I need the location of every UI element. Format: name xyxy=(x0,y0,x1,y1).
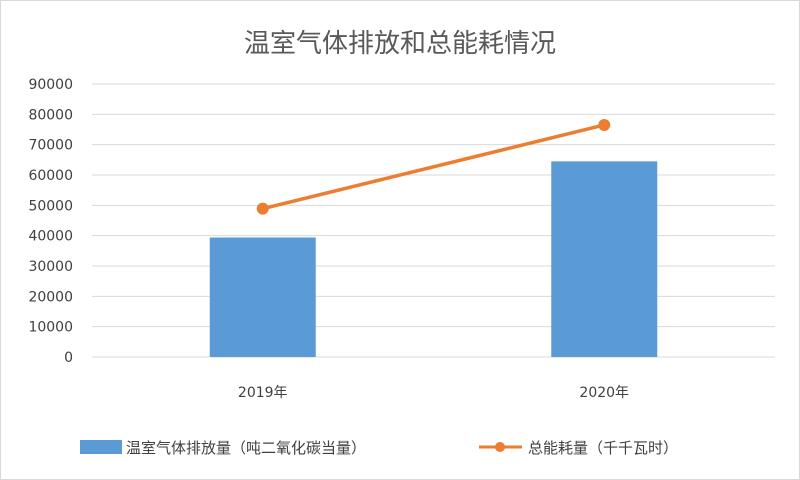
legend-label-bar: 温室气体排放量（吨二氧化碳当量） xyxy=(126,439,366,457)
y-tick-label: 90000 xyxy=(28,77,73,93)
y-tick-label: 60000 xyxy=(28,168,73,184)
x-tick-label: 2019年 xyxy=(238,385,288,401)
x-tick-label: 2020年 xyxy=(579,385,629,401)
bar xyxy=(209,237,316,357)
y-tick-label: 80000 xyxy=(28,107,73,123)
line-point xyxy=(598,118,611,131)
y-tick-label: 0 xyxy=(64,350,73,366)
line-series xyxy=(262,123,605,211)
bar xyxy=(551,161,658,357)
legend-marker xyxy=(495,442,505,452)
legend-swatch-bar xyxy=(80,440,122,454)
y-tick-label: 70000 xyxy=(28,138,73,154)
legend-label-line: 总能耗量（千千瓦时） xyxy=(528,439,678,457)
y-tick-label: 40000 xyxy=(28,229,73,245)
line-point xyxy=(256,202,269,215)
y-tick-label: 20000 xyxy=(28,289,73,305)
y-tick-label: 50000 xyxy=(28,198,73,214)
y-tick-label: 30000 xyxy=(28,259,73,275)
y-tick-label: 10000 xyxy=(28,320,73,336)
chart-title: 温室气体排放和总能耗情况 xyxy=(244,29,556,59)
legend: 温室气体排放量（吨二氧化碳当量） 总能耗量（千千瓦时） xyxy=(80,439,678,457)
